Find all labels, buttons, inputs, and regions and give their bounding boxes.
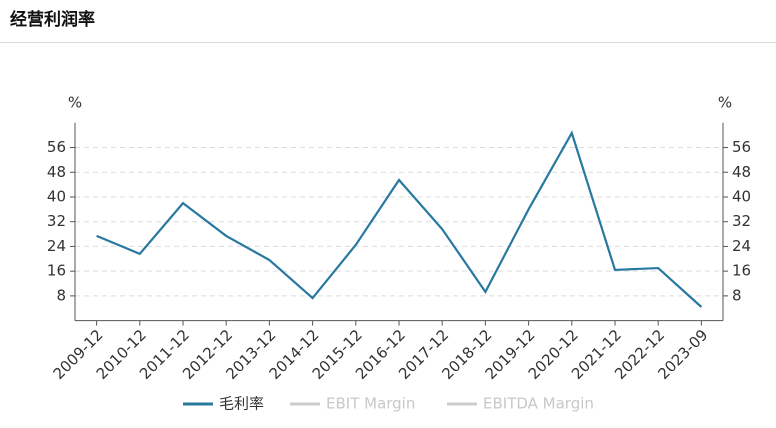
series-line	[96, 130, 703, 308]
y2-axis-label: %	[718, 94, 732, 112]
y-tick-label: 8	[56, 286, 66, 304]
y-tick-label: 16	[47, 262, 66, 280]
y-tick-label: 56	[47, 138, 66, 156]
y2-tick-label: 40	[732, 187, 751, 205]
legend-label: 毛利率	[219, 395, 264, 413]
legend-label: EBIT Margin	[326, 395, 415, 413]
y2-tick-label: 8	[732, 286, 742, 304]
y-tick-label: 40	[47, 187, 66, 205]
y2-tick-label: 16	[732, 262, 751, 280]
y2-tick-label: 48	[732, 163, 751, 181]
y2-tick-label: 32	[732, 212, 751, 230]
y-axis-label: %	[68, 94, 82, 112]
y-tick-label: 24	[47, 237, 66, 255]
y-tick-label: 32	[47, 212, 66, 230]
chart-title: 经营利润率	[10, 9, 95, 30]
legend-label: EBITDA Margin	[483, 395, 594, 413]
y2-tick-label: 24	[732, 237, 751, 255]
y2-tick-label: 56	[732, 138, 751, 156]
y-tick-label: 48	[47, 163, 66, 181]
